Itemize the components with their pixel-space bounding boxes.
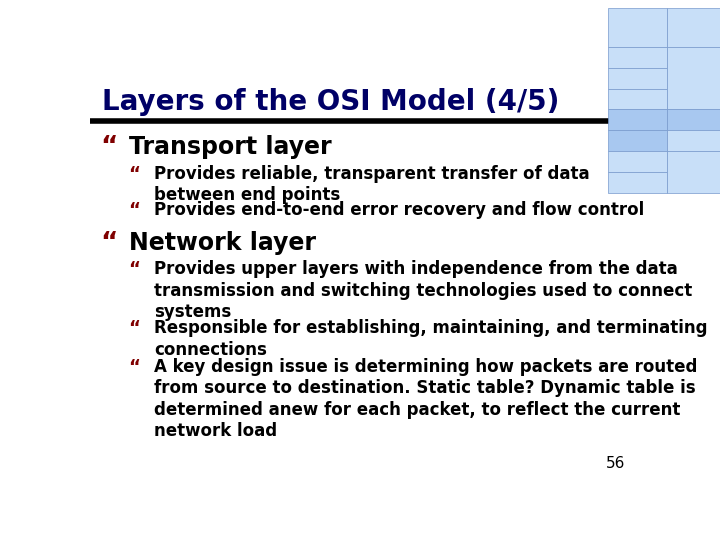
Text: Network
Layer: Network Layer: [624, 134, 652, 147]
Text: Provides reliable, transparent transfer of data
between end points: Provides reliable, transparent transfer …: [154, 165, 590, 204]
Text: Network
Interface
Layer: Network Interface Layer: [682, 162, 712, 181]
Text: 56: 56: [606, 456, 626, 471]
Text: Application
layer: Application layer: [619, 51, 657, 64]
Text: Provides upper layers with independence from the data
transmission and switching: Provides upper layers with independence …: [154, 260, 693, 321]
Text: “: “: [128, 165, 140, 183]
Text: Host-to-Host
Transport
Layer: Host-to-Host Transport Layer: [677, 112, 717, 128]
Text: “: “: [100, 231, 117, 257]
Text: Layers of the OSI Model (4/5): Layers of the OSI Model (4/5): [102, 87, 559, 116]
Text: TCP/IP
Protocol
Architecture
Layers: TCP/IP Protocol Architecture Layers: [671, 15, 720, 40]
Text: Responsible for establishing, maintaining, and terminating
connections: Responsible for establishing, maintainin…: [154, 319, 708, 359]
Text: Internet
Layer: Internet Layer: [684, 134, 710, 147]
Text: “: “: [128, 319, 140, 338]
Text: “: “: [128, 260, 140, 278]
Text: Transport
Layer: Transport Layer: [622, 113, 654, 126]
Text: Data Link
Layer: Data Link Layer: [622, 155, 654, 168]
Text: OSI Model
Layers: OSI Model Layers: [616, 18, 660, 37]
Text: Presentation
Layer: Presentation Layer: [617, 72, 659, 85]
Text: A key design issue is determining how packets are routed
from source to destinat: A key design issue is determining how pa…: [154, 358, 698, 441]
Text: “: “: [100, 136, 117, 161]
Text: “: “: [128, 358, 140, 376]
Text: Physical
layer: Physical layer: [624, 176, 652, 188]
Text: “: “: [128, 201, 140, 219]
Text: Transport layer: Transport layer: [129, 136, 332, 159]
Text: Session
Layer: Session Layer: [625, 92, 651, 105]
Text: Provides end-to-end error recovery and flow control: Provides end-to-end error recovery and f…: [154, 201, 644, 219]
Text: Network layer: Network layer: [129, 231, 316, 255]
Text: Application
Layer: Application Layer: [678, 72, 716, 85]
